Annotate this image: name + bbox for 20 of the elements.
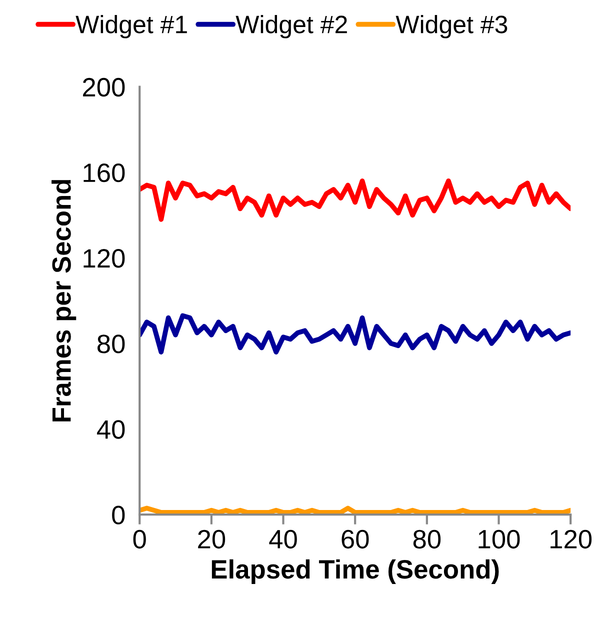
x-tick-label: 60 xyxy=(342,530,369,549)
y-axis-title: Frames per Second xyxy=(52,180,76,422)
legend-label: Widget #2 xyxy=(236,15,347,38)
x-tick-label: 40 xyxy=(269,530,297,549)
y-tick-label: 0 xyxy=(112,506,125,524)
y-tick-label: 80 xyxy=(98,334,125,354)
line-series xyxy=(140,313,571,354)
y-tick-label: 120 xyxy=(84,249,125,268)
x-tick-label: 120 xyxy=(550,530,592,549)
x-axis-title: Elapsed Time (Second) xyxy=(212,559,499,584)
x-tick-label: 20 xyxy=(198,530,226,549)
x-tick-label: 100 xyxy=(478,530,520,549)
y-tick-label: 200 xyxy=(83,78,125,97)
y-tick-label: 40 xyxy=(96,420,125,439)
y-tick-label: 160 xyxy=(84,163,125,182)
line-series xyxy=(140,178,571,222)
legend-label: Widget #3 xyxy=(396,15,508,38)
legend-label: Widget #1 xyxy=(76,15,187,38)
x-tick-label: 80 xyxy=(413,530,441,549)
x-tick-label: 0 xyxy=(133,530,146,549)
